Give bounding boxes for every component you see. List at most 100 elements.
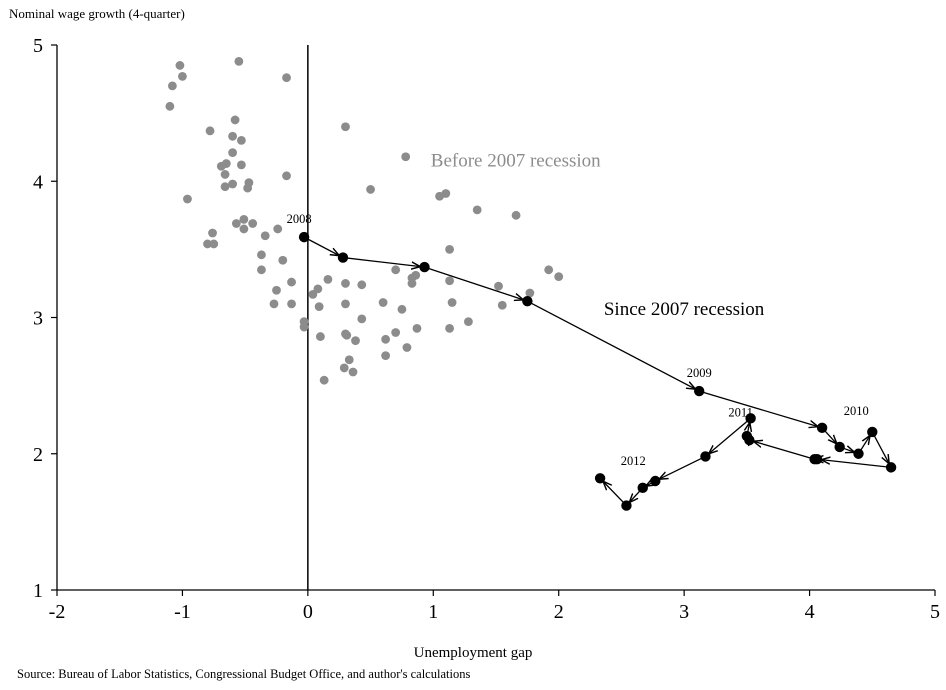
x-tick-label: 4 [805, 601, 815, 623]
before-point [228, 179, 238, 189]
since-point [741, 430, 753, 442]
before-point [357, 280, 367, 290]
before-point [243, 183, 253, 193]
before-point [165, 101, 175, 111]
before-point [381, 351, 391, 361]
year-label: 2009 [687, 366, 712, 380]
y-tick-label: 2 [33, 444, 43, 466]
before-point [341, 122, 350, 132]
x-tick-label: -1 [174, 601, 191, 623]
since-segment [424, 266, 523, 299]
since-segment [660, 455, 706, 478]
before-point [278, 255, 288, 265]
before-point [257, 265, 266, 275]
y-tick-label: 5 [33, 35, 43, 57]
before-point [273, 224, 283, 234]
since-segment [342, 256, 420, 267]
before-point [239, 215, 249, 224]
before-point [228, 131, 238, 141]
before-point [175, 61, 185, 70]
since-point [621, 500, 632, 511]
before-point [316, 332, 325, 341]
since-point [867, 426, 878, 438]
before-point [216, 161, 226, 171]
before-point [341, 279, 350, 288]
before-point [339, 363, 349, 373]
before-point [236, 135, 246, 145]
before-point [230, 115, 240, 125]
since-point [885, 462, 897, 473]
x-tick-label: 5 [930, 601, 940, 623]
before-point [208, 228, 217, 238]
since-segment [527, 300, 694, 389]
before-point [183, 194, 192, 204]
before-point [319, 375, 329, 385]
before-point [287, 299, 296, 309]
before-point [391, 328, 401, 337]
before-series [165, 56, 564, 385]
x-tick-label: 2 [554, 601, 564, 623]
before-point [494, 281, 503, 291]
before-point [554, 272, 564, 282]
x-tick-label: 3 [679, 601, 689, 623]
before-point [323, 274, 333, 284]
before-point [167, 81, 177, 91]
before-point [378, 298, 388, 307]
before-point [445, 324, 454, 333]
x-tick-label: 1 [428, 601, 438, 623]
before-point [407, 279, 417, 288]
before-point [209, 239, 219, 249]
since-segment [871, 431, 888, 463]
before-point [287, 277, 296, 287]
before-point [351, 336, 360, 346]
since-point [594, 473, 606, 484]
before-point [445, 244, 454, 254]
before-point [205, 126, 215, 136]
before-point [411, 270, 421, 280]
before-point [511, 210, 521, 220]
y-tick-label: 3 [33, 308, 43, 330]
x-tick-label: 0 [303, 601, 313, 623]
since-point [809, 454, 820, 465]
since-point [637, 482, 648, 494]
before-point [257, 250, 266, 260]
since-segment [303, 236, 338, 255]
since-point [834, 441, 845, 453]
y-axis-label: Nominal wage growth (4-quarter) [9, 6, 185, 21]
x-tick-label: -2 [49, 601, 66, 623]
before-point [220, 182, 230, 192]
before-point [348, 367, 358, 377]
before-point [299, 322, 309, 332]
before-point [282, 171, 291, 181]
before-point [366, 185, 375, 194]
year-label: 2010 [844, 404, 869, 418]
before-point [269, 299, 279, 309]
before-point [314, 302, 324, 311]
before-annotation: Before 2007 recession [431, 150, 601, 171]
before-point [282, 73, 291, 83]
before-point [231, 219, 241, 228]
before-point [391, 265, 401, 275]
since-point [853, 448, 864, 459]
before-point [525, 288, 535, 298]
since-segment [822, 460, 892, 469]
y-tick-label: 4 [33, 171, 43, 193]
since-segment [709, 417, 752, 453]
before-point [464, 317, 473, 326]
since-segment [754, 442, 815, 460]
since-point [650, 475, 661, 487]
annotations: 2008 2009 2010 2011 2012 Before 2007 recessio… [287, 150, 869, 468]
since-segment [604, 482, 627, 506]
since-point [693, 385, 705, 397]
since-annotation: Since 2007 recession [604, 299, 765, 320]
since-point [745, 413, 756, 424]
since-segment [699, 390, 817, 426]
before-point [239, 224, 249, 234]
source-note: Source: Bureau of Labor Statistics, Cong… [17, 667, 471, 681]
since-point [700, 451, 711, 462]
axes: -2 -1 0 1 2 3 4 5 1 2 3 4 5 [33, 35, 940, 623]
before-point [447, 298, 457, 307]
since-point [419, 261, 430, 273]
before-point [248, 219, 258, 228]
